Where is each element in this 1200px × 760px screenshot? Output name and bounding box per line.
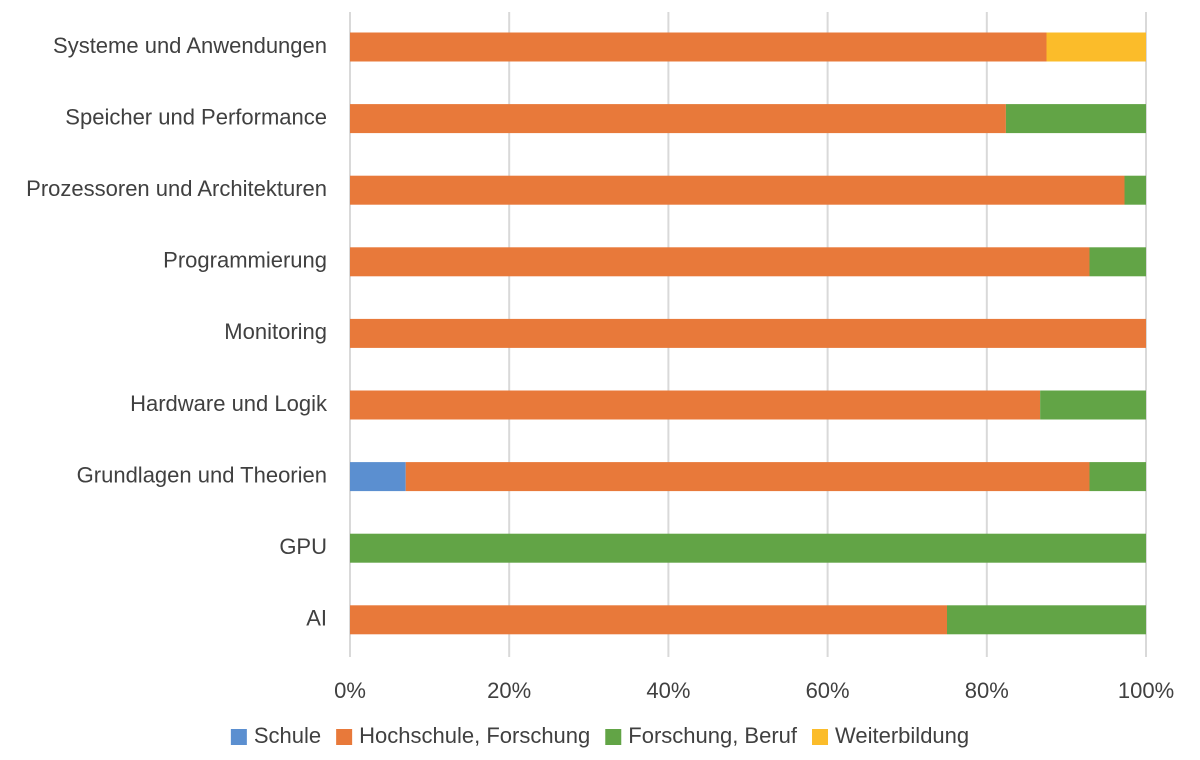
bar-3-series-2 xyxy=(1089,247,1146,277)
x-tick-label: 100% xyxy=(1118,678,1174,703)
bar-3-series-1 xyxy=(350,247,1090,277)
category-labels: Systeme und Anwendungen Speicher und Perf… xyxy=(26,33,328,631)
x-tick-label: 20% xyxy=(487,678,531,703)
bar-1-series-2 xyxy=(1005,104,1146,134)
category-label: Systeme und Anwendungen xyxy=(53,33,327,58)
x-tick-label: 0% xyxy=(334,678,366,703)
category-label: GPU xyxy=(279,534,327,559)
bar-8-series-1 xyxy=(350,605,947,635)
category-label: Monitoring xyxy=(224,319,327,344)
x-tick-label: 40% xyxy=(646,678,690,703)
bar-7-series-2 xyxy=(350,533,1146,563)
bar-5-series-1 xyxy=(350,390,1041,420)
bar-0-series-1 xyxy=(350,32,1047,62)
bar-5-series-2 xyxy=(1040,390,1146,420)
bar-2-series-1 xyxy=(350,175,1125,205)
category-label: Hardware und Logik xyxy=(130,391,328,416)
bar-6-series-0 xyxy=(350,462,406,492)
legend: Schule Hochschule, Forschung Forschung, Be… xyxy=(230,723,969,748)
legend-swatch-2 xyxy=(605,729,622,745)
bar-0-series-3 xyxy=(1046,32,1146,62)
legend-label: Forschung, Beruf xyxy=(628,723,798,748)
category-label: Prozessoren und Architekturen xyxy=(26,176,327,201)
legend-label: Schule xyxy=(254,723,321,748)
legend-label: Hochschule, Forschung xyxy=(359,723,590,748)
legend-label: Weiterbildung xyxy=(835,723,969,748)
bar-1-series-1 xyxy=(350,104,1006,134)
x-tick-label: 60% xyxy=(806,678,850,703)
category-label: AI xyxy=(306,606,327,631)
category-label: Speicher und Performance xyxy=(65,104,327,129)
legend-swatch-1 xyxy=(336,729,353,745)
legend-swatch-3 xyxy=(812,729,829,745)
legend-swatch-0 xyxy=(230,729,247,745)
category-label: Grundlagen und Theorien xyxy=(77,462,327,487)
bar-6-series-1 xyxy=(405,462,1090,492)
x-tick-label: 80% xyxy=(965,678,1009,703)
bar-8-series-2 xyxy=(947,605,1146,635)
bar-2-series-2 xyxy=(1124,175,1146,205)
bars xyxy=(350,32,1146,635)
bar-6-series-2 xyxy=(1089,462,1146,492)
bar-4-series-1 xyxy=(350,318,1146,348)
category-label: Programmierung xyxy=(163,248,327,273)
x-tick-labels: 0% 20% 40% 60% 80% 100% xyxy=(334,678,1174,703)
